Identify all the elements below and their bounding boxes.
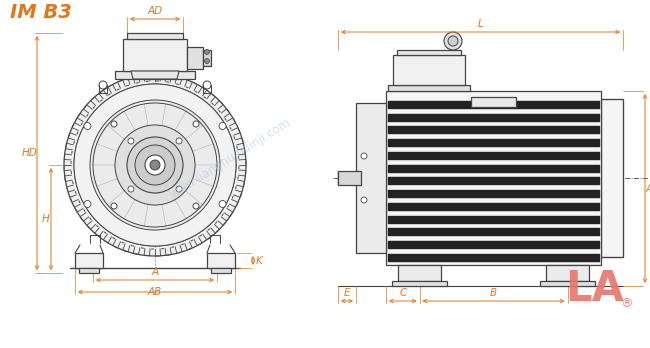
Bar xyxy=(388,85,470,91)
Bar xyxy=(127,33,183,39)
Circle shape xyxy=(145,155,165,175)
Circle shape xyxy=(64,74,246,256)
Text: AD: AD xyxy=(148,6,162,16)
Text: E: E xyxy=(344,288,350,298)
Circle shape xyxy=(219,200,226,207)
Bar xyxy=(392,281,447,286)
Circle shape xyxy=(90,100,220,230)
Bar xyxy=(393,55,465,85)
Bar xyxy=(115,71,195,79)
Text: C: C xyxy=(399,288,406,298)
Circle shape xyxy=(84,122,91,129)
Bar xyxy=(471,97,516,107)
Text: HD: HD xyxy=(22,148,38,158)
Circle shape xyxy=(193,203,199,209)
Circle shape xyxy=(128,186,134,192)
Circle shape xyxy=(444,32,462,50)
Circle shape xyxy=(135,145,175,185)
Circle shape xyxy=(205,58,209,63)
Text: www.lianghuaidinji.com: www.lianghuaidinji.com xyxy=(167,116,292,200)
Text: IM B3: IM B3 xyxy=(10,3,72,22)
Bar xyxy=(211,268,231,273)
Bar xyxy=(123,39,187,71)
Text: AC: AC xyxy=(646,183,650,193)
Bar xyxy=(75,253,103,268)
Bar xyxy=(338,171,361,185)
Text: K: K xyxy=(255,255,263,266)
Text: ®: ® xyxy=(620,297,632,310)
Circle shape xyxy=(176,186,182,192)
Bar xyxy=(397,50,461,55)
Bar xyxy=(207,253,235,268)
Bar xyxy=(601,99,623,257)
Bar xyxy=(546,265,589,281)
Bar xyxy=(398,265,441,281)
Circle shape xyxy=(127,137,183,193)
Text: A: A xyxy=(151,267,159,277)
Text: LA: LA xyxy=(565,268,624,310)
Circle shape xyxy=(150,160,160,170)
Bar xyxy=(386,91,601,265)
Bar xyxy=(203,50,211,66)
Circle shape xyxy=(361,197,367,203)
Circle shape xyxy=(74,84,236,246)
Circle shape xyxy=(128,138,134,144)
Circle shape xyxy=(193,121,199,127)
Text: L: L xyxy=(478,19,484,29)
Bar xyxy=(187,47,203,69)
Circle shape xyxy=(448,36,458,46)
Circle shape xyxy=(111,121,117,127)
Bar xyxy=(540,281,595,286)
Bar xyxy=(356,103,386,253)
Text: B: B xyxy=(490,288,497,298)
Text: H: H xyxy=(42,214,50,224)
Circle shape xyxy=(205,49,209,55)
Circle shape xyxy=(111,203,117,209)
Text: AB: AB xyxy=(148,287,162,297)
Circle shape xyxy=(219,122,226,129)
Polygon shape xyxy=(131,71,179,79)
Circle shape xyxy=(84,200,91,207)
Circle shape xyxy=(115,125,195,205)
Bar xyxy=(79,268,99,273)
Circle shape xyxy=(361,153,367,159)
Circle shape xyxy=(176,138,182,144)
